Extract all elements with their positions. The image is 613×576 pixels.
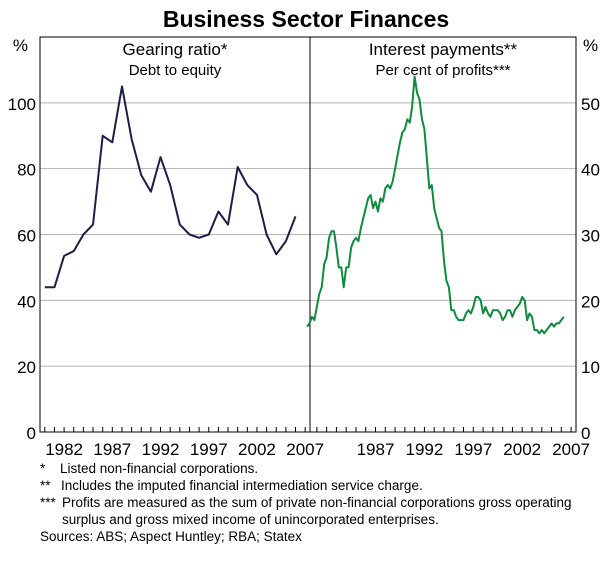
interest-payments-line	[306, 75, 565, 335]
x-tick-label: 1982	[45, 440, 83, 458]
right-axis-unit: %	[583, 36, 598, 55]
footnote-mark: **	[40, 478, 51, 493]
left-y-tick-label: 60	[17, 227, 36, 246]
left-y-tick-label: 20	[17, 358, 36, 377]
left-y-tick-label: 100	[8, 95, 36, 114]
right-y-tick-label: 30	[581, 227, 600, 246]
left-y-tick-label: 80	[17, 161, 36, 180]
x-tick-label: 1992	[406, 440, 444, 458]
right-y-tick-label: 10	[581, 358, 600, 377]
x-tick-label: 2002	[503, 440, 541, 458]
footnote-mark: *	[40, 461, 46, 476]
plot-frame	[39, 36, 577, 433]
panel-subtitle: Per cent of profits***	[375, 62, 510, 79]
sources-line: Sources: ABS; Aspect Huntley; RBA; State…	[40, 528, 605, 545]
footnote-mark: ***	[40, 495, 56, 510]
right-y-tick-label: 50	[581, 95, 600, 114]
business-sector-finances-chart: Business Sector Finances 020406080100%01…	[8, 6, 600, 458]
panel-subtitle: Debt to equity	[129, 62, 222, 79]
x-tick-label: 1992	[142, 440, 180, 458]
left-axis-unit: %	[13, 36, 28, 55]
footnote-interest: ** Includes the imputed financial interm…	[40, 477, 605, 494]
x-tick-label: 2007	[552, 440, 590, 458]
x-tick-label: 1997	[454, 440, 492, 458]
footnote-text: Listed non-financial corporations.	[60, 461, 259, 476]
footnote-gearing: * Listed non-financial corporations.	[40, 460, 605, 477]
x-tick-label: 2007	[286, 440, 324, 458]
x-tick-label: 1987	[357, 440, 395, 458]
right-y-tick-label: 20	[581, 292, 600, 311]
right-y-tick-label: 0	[581, 424, 590, 443]
footnote-text: Includes the imputed financial intermedi…	[61, 478, 423, 493]
x-tick-label: 1987	[93, 440, 131, 458]
left-y-tick-label: 0	[27, 424, 36, 443]
footnote-profits: *** Profits are measured as the sum of p…	[40, 494, 605, 528]
chart-title: Business Sector Finances	[163, 6, 449, 32]
x-tick-label: 2002	[238, 440, 276, 458]
x-tick-label: 1997	[190, 440, 228, 458]
left-y-tick-label: 40	[17, 292, 36, 311]
footnote-text: Profits are measured as the sum of priva…	[62, 495, 572, 527]
panel-title: Interest payments**	[369, 40, 518, 59]
right-y-tick-label: 40	[581, 161, 600, 180]
sources-text: Sources: ABS; Aspect Huntley; RBA; State…	[40, 529, 302, 544]
footnotes: * Listed non-financial corporations. ** …	[40, 460, 605, 545]
panel-title: Gearing ratio*	[123, 40, 228, 59]
gearing-ratio-line	[44, 85, 297, 289]
